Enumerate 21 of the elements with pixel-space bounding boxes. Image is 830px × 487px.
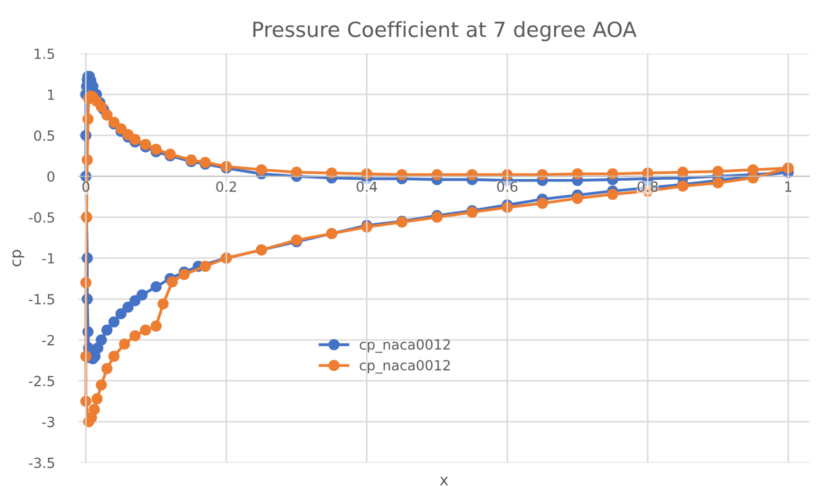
x-tick-label: 0.4 [356,181,378,192]
y-tick-label: 1 [48,90,54,100]
y-tick-label: -3.5 [28,458,54,468]
legend-label: cp_naca0012 [360,360,450,374]
y-tick-label: -1.5 [28,294,54,304]
y-tick-label: 1.5 [34,48,54,60]
x-axis-title: x [440,476,448,486]
legend-label: cp_naca0012 [360,339,450,353]
x-tick-label: 0.2 [216,181,236,192]
y-tick-label: 0.5 [34,130,54,141]
y-tick-label: -0.5 [28,212,54,223]
y-tick-label: 0 [47,171,54,182]
y-axis-title: cp [12,250,24,266]
y-tick-label: -1 [42,253,54,264]
chart-title: Pressure Coefficient at 7 degree AOA [253,21,637,42]
y-tick-label: -2.5 [28,376,54,386]
x-tick-label: 0 [82,181,90,192]
x-tick-label: 0.6 [497,181,518,192]
y-tick-label: -2 [42,334,54,346]
x-tick-label: 1 [785,182,792,192]
y-tick-label: -3 [42,416,54,428]
